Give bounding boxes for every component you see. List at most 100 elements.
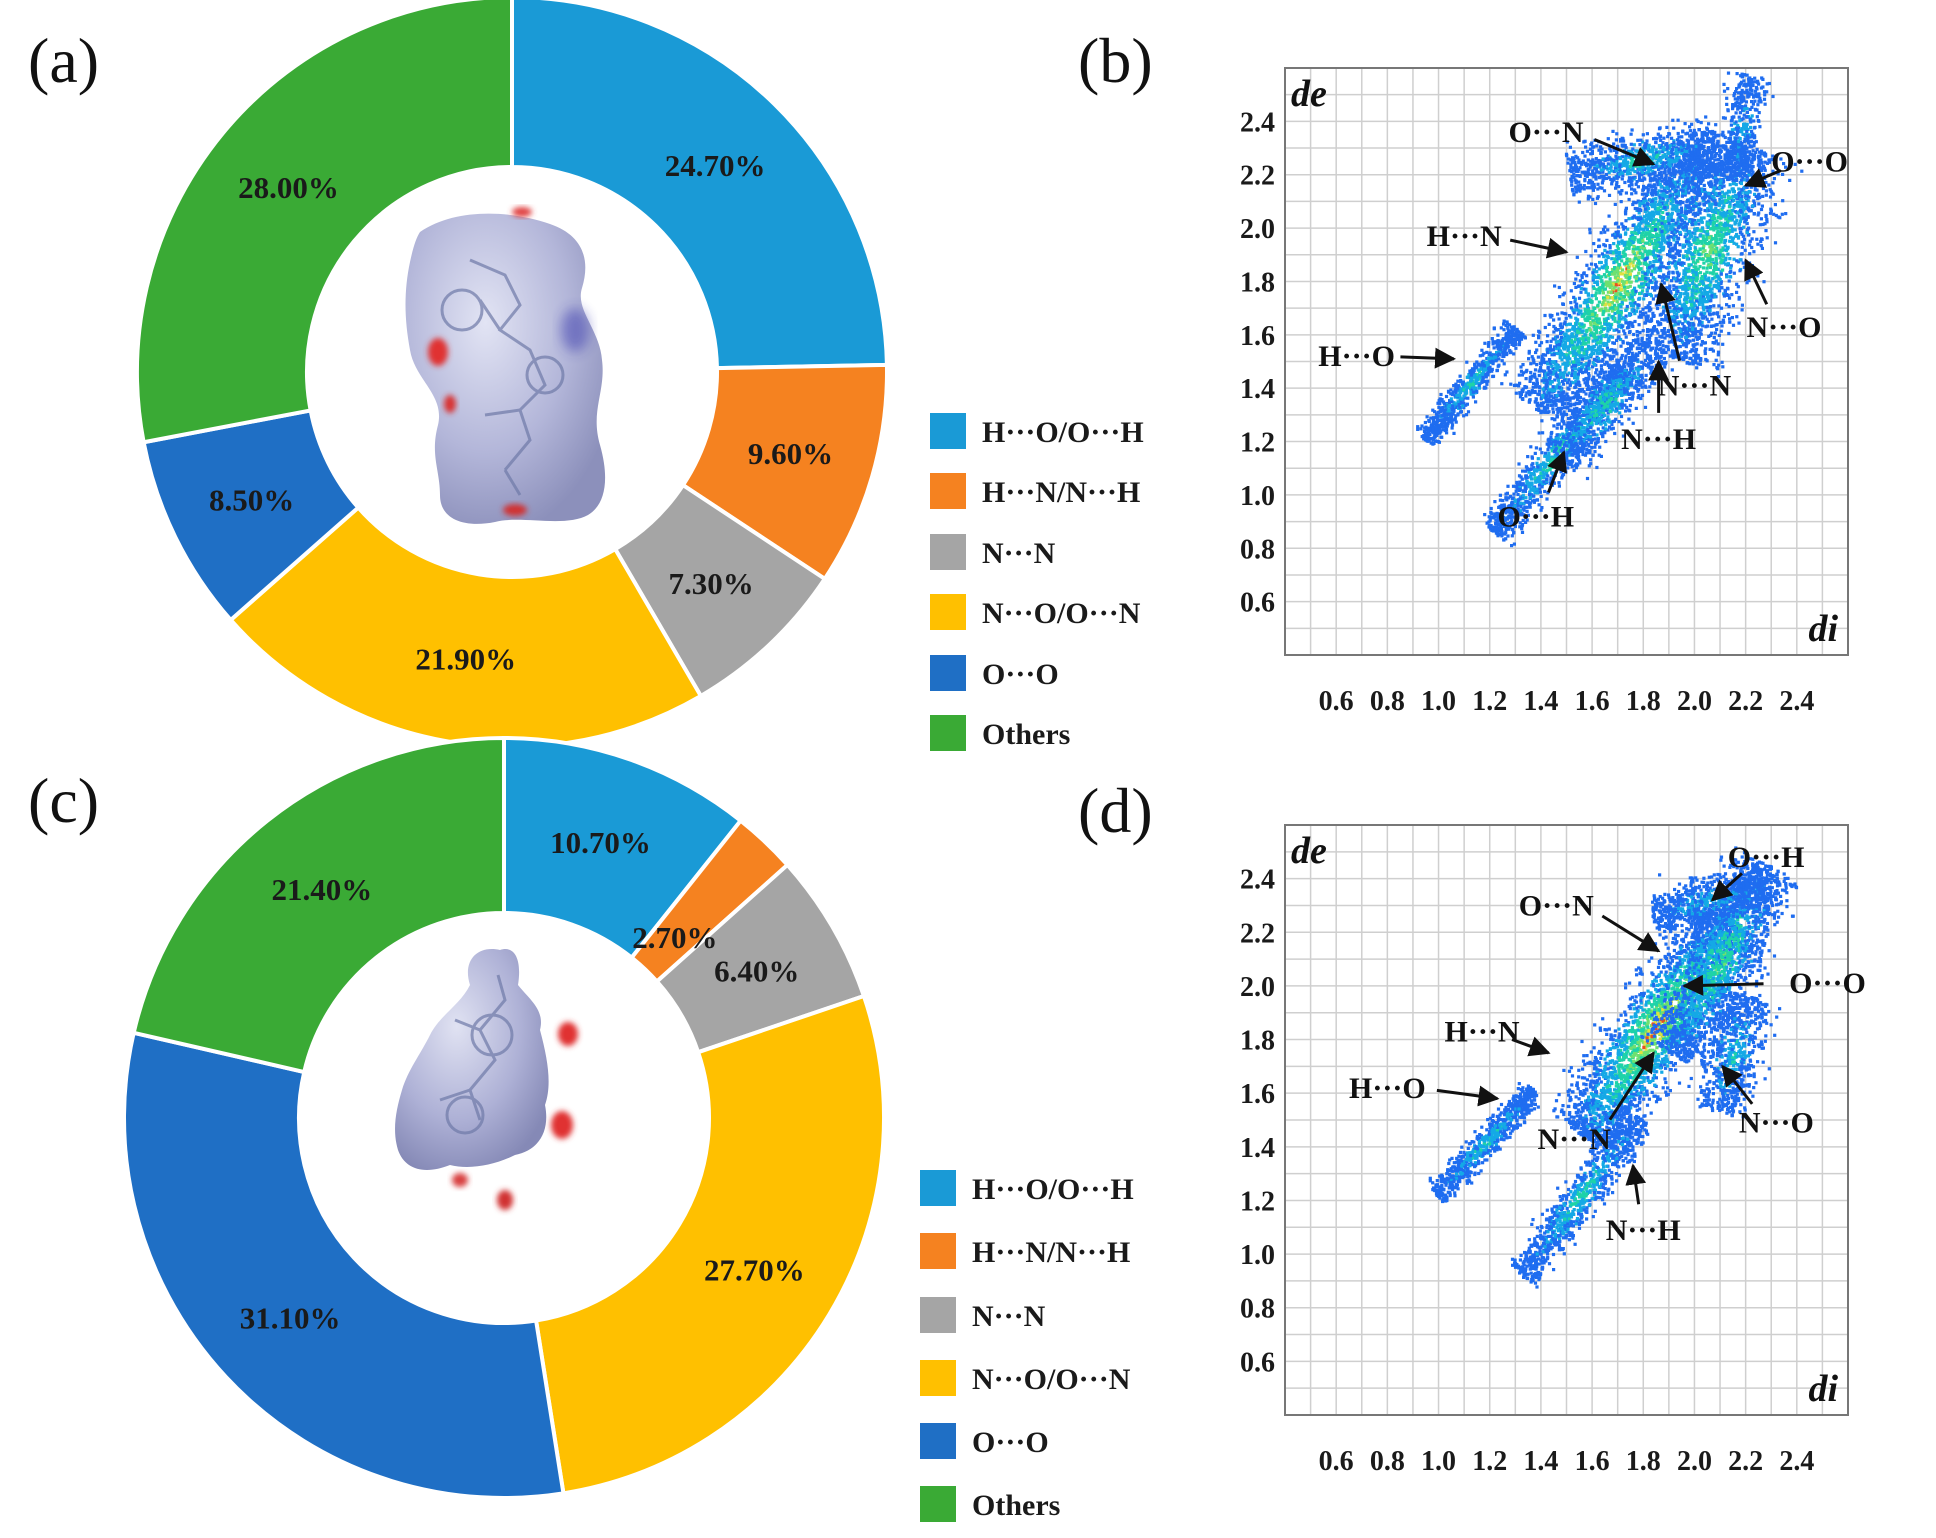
point xyxy=(1559,397,1563,401)
point xyxy=(1548,313,1552,317)
point xyxy=(1761,222,1765,227)
point xyxy=(1671,349,1675,354)
point xyxy=(1593,328,1597,332)
point xyxy=(1705,266,1709,270)
point xyxy=(1687,244,1691,248)
point xyxy=(1727,196,1731,200)
point xyxy=(1555,363,1559,367)
point xyxy=(1577,322,1581,326)
point xyxy=(1617,283,1622,287)
point xyxy=(1594,291,1598,295)
point xyxy=(1715,219,1719,223)
point xyxy=(1581,363,1585,367)
point xyxy=(1640,270,1644,274)
point xyxy=(1716,229,1720,233)
point xyxy=(1637,230,1641,235)
point xyxy=(1589,353,1593,357)
point xyxy=(1606,295,1610,299)
point xyxy=(1744,203,1748,207)
point xyxy=(1649,272,1653,276)
point xyxy=(1742,203,1746,207)
point xyxy=(1720,211,1724,215)
point xyxy=(1676,189,1680,193)
point xyxy=(1589,323,1593,327)
point xyxy=(1619,344,1623,348)
point xyxy=(1705,270,1709,274)
point xyxy=(1624,308,1628,312)
point xyxy=(1779,157,1783,161)
point xyxy=(1644,306,1648,310)
point xyxy=(1700,226,1705,230)
point xyxy=(1604,258,1608,262)
point xyxy=(1661,150,1665,154)
point xyxy=(1627,263,1631,267)
point xyxy=(1666,216,1670,220)
point xyxy=(1714,250,1718,254)
point xyxy=(1680,303,1684,307)
point xyxy=(1558,295,1562,299)
point xyxy=(1602,317,1606,321)
point xyxy=(1632,267,1636,271)
point xyxy=(1662,329,1666,333)
point xyxy=(1736,285,1740,289)
point xyxy=(1641,329,1645,333)
point xyxy=(1574,358,1578,362)
legend-swatch xyxy=(930,413,966,449)
point xyxy=(1662,273,1666,277)
slice-label: 10.70% xyxy=(550,825,651,860)
point xyxy=(1597,274,1601,278)
point xyxy=(1656,320,1660,324)
point xyxy=(1701,257,1705,261)
point xyxy=(1622,249,1626,253)
point xyxy=(1748,239,1752,243)
point xyxy=(1676,345,1680,349)
point xyxy=(1670,156,1675,160)
point xyxy=(1588,195,1592,199)
point xyxy=(1719,329,1723,333)
point xyxy=(1686,251,1690,255)
point xyxy=(1645,227,1649,231)
point xyxy=(1579,341,1583,346)
point xyxy=(1659,143,1663,148)
point xyxy=(1663,178,1667,182)
point xyxy=(1531,357,1535,361)
point xyxy=(1644,233,1648,237)
point xyxy=(1705,305,1709,310)
point xyxy=(1618,296,1622,300)
point xyxy=(1615,277,1619,281)
point xyxy=(1657,189,1661,193)
point xyxy=(1651,311,1655,315)
point xyxy=(1625,172,1629,176)
point xyxy=(1720,200,1724,204)
point xyxy=(1527,400,1531,404)
point xyxy=(1681,243,1686,247)
point xyxy=(1569,338,1574,342)
point xyxy=(1719,270,1723,274)
point xyxy=(1653,253,1658,257)
point xyxy=(1543,353,1548,357)
point xyxy=(1731,238,1735,242)
point xyxy=(1637,208,1641,212)
point xyxy=(1592,273,1596,277)
point xyxy=(1547,397,1551,401)
point xyxy=(1556,343,1560,347)
point xyxy=(1674,285,1678,289)
point xyxy=(1590,312,1595,316)
point xyxy=(1657,219,1661,223)
point xyxy=(1694,261,1698,265)
point xyxy=(1719,216,1723,220)
point xyxy=(1740,245,1744,249)
point xyxy=(1711,341,1715,345)
point xyxy=(1599,151,1603,155)
point xyxy=(1563,342,1568,346)
point xyxy=(1727,331,1731,336)
point xyxy=(1565,336,1569,340)
point xyxy=(1608,296,1612,300)
point xyxy=(1670,225,1674,229)
point xyxy=(1576,273,1580,277)
point xyxy=(1592,334,1596,338)
point xyxy=(1719,212,1723,216)
point xyxy=(1585,329,1589,334)
point xyxy=(1772,212,1776,216)
point xyxy=(1694,237,1698,241)
